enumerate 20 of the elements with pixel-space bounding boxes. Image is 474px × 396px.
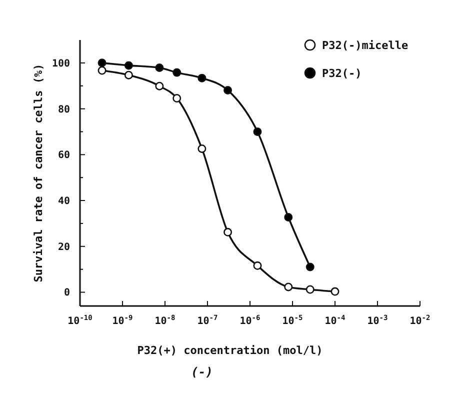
y-axis-title: Survival rate of cancer cells (%) bbox=[32, 64, 45, 282]
x-tick-label: 10$^{-2}$ bbox=[410, 314, 430, 327]
x-tick-label: 10$^{-8}$ bbox=[154, 314, 176, 327]
legend-label: P32(-)micelle bbox=[322, 38, 408, 52]
x-tick-label: 10$^{-9}$ bbox=[112, 314, 133, 327]
x-tick-label: 10$^{-5}$ bbox=[282, 314, 303, 327]
x-tick-label: 10$^{-4}$ bbox=[324, 314, 346, 327]
y-tick-label: 40 bbox=[58, 196, 70, 208]
y-tick-label: 100 bbox=[52, 58, 70, 70]
y-tick-label: 80 bbox=[58, 104, 70, 116]
legend-label: P32(-) bbox=[322, 66, 362, 80]
x-tick-label: 10$^{-7}$ bbox=[197, 314, 218, 327]
y-tick-label: 60 bbox=[58, 150, 70, 162]
x-tick-label: 10$^{-10}$ bbox=[68, 314, 92, 327]
y-tick-label: 0 bbox=[64, 288, 70, 299]
text: (-) bbox=[191, 365, 213, 379]
y-tick-label: 20 bbox=[58, 242, 70, 253]
x-axis-title: P32(+) concentration (mol/l) bbox=[137, 344, 323, 357]
x-tick-label: 10$^{-6}$ bbox=[240, 314, 260, 327]
x-tick-label: 10$^{-3}$ bbox=[367, 314, 388, 327]
